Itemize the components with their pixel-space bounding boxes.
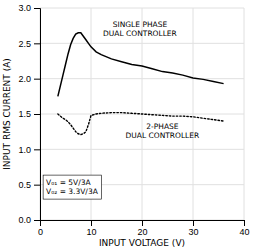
annotations: SINGLE PHASEDUAL CONTROLLER2-PHASEDUAL C… [43, 20, 199, 199]
tick: 1.0 [18, 145, 40, 155]
annotation: SINGLE PHASEDUAL CONTROLLER [103, 20, 177, 38]
tick: 0 [38, 220, 43, 237]
x-axis-title: INPUT VOLTAGE (V) [99, 238, 185, 248]
grid-line-y [40, 78, 244, 79]
tick: 2.0 [18, 74, 40, 84]
x-axis: 0 10 20 30 40 [38, 220, 250, 237]
tick-mark [193, 220, 194, 226]
lines [58, 33, 224, 135]
axis-line [41, 221, 245, 227]
tick-mark [34, 220, 40, 221]
chart: 0 10 20 30 40 0.0 0.5 1.0 1.5 2.0 2.5 3.0 SINGLE PHA… [0, 0, 254, 250]
tick-mark [34, 8, 40, 9]
y-axis: 0.0 0.5 1.0 1.5 2.0 2.5 3.0 [18, 3, 40, 225]
tick: 40 [239, 220, 249, 237]
annotation: V₀₁ = 5V/3AV₀₂ = 3.3V/3A [46, 178, 99, 196]
series-line [58, 33, 224, 97]
annotation-line: DUAL CONTROLLER [126, 131, 200, 140]
annotation-line: V₀₂ = 3.3V/3A [46, 187, 99, 196]
tick-mark [34, 43, 40, 44]
annotation-line: SINGLE PHASE [113, 20, 168, 29]
tick-mark [244, 220, 245, 226]
tick: 1.5 [18, 109, 40, 119]
axis-line [34, 9, 41, 221]
tick: 0.0 [18, 215, 40, 225]
tick: 20 [137, 220, 147, 237]
tick-label: 0.5 [18, 180, 31, 190]
annotation-box [43, 175, 102, 199]
tick-label: 20 [137, 227, 147, 237]
tick-label: 1.5 [18, 109, 31, 119]
annotation: 2-PHASEDUAL CONTROLLER [126, 122, 200, 140]
tick-label: 3.0 [18, 3, 31, 13]
annotation-line: V₀₁ = 5V/3A [46, 178, 91, 187]
tick: 3.0 [18, 3, 40, 13]
tick-label: 10 [86, 227, 96, 237]
tick-label: 0 [38, 227, 43, 237]
tick-label: 30 [188, 227, 198, 237]
tick-mark [34, 79, 40, 80]
tick-mark [34, 149, 40, 150]
tick: 2.5 [18, 39, 40, 49]
tick: 0.5 [18, 180, 40, 190]
annotation-line: DUAL CONTROLLER [103, 29, 177, 38]
tick: 10 [86, 220, 96, 237]
tick-mark [91, 220, 92, 226]
tick-mark [142, 220, 143, 226]
tick-label: 0.0 [18, 215, 31, 225]
tick-mark [34, 114, 40, 115]
tick-label: 40 [239, 227, 249, 237]
tick: 30 [188, 220, 198, 237]
annotation-line: 2-PHASE [146, 122, 179, 131]
y-axis-title: INPUT RMS CURRENT (A) [2, 58, 12, 170]
tick-label: 2.5 [18, 39, 31, 49]
plot: 0 10 20 30 40 0.0 0.5 1.0 1.5 2.0 2.5 3.0 SINGLE PHA… [18, 3, 249, 237]
grid-line-y [40, 8, 244, 9]
tick-label: 2.0 [18, 74, 31, 84]
grid [40, 8, 244, 220]
tick-mark [34, 185, 40, 186]
tick-label: 1.0 [18, 145, 31, 155]
grid-line-y [40, 149, 244, 150]
